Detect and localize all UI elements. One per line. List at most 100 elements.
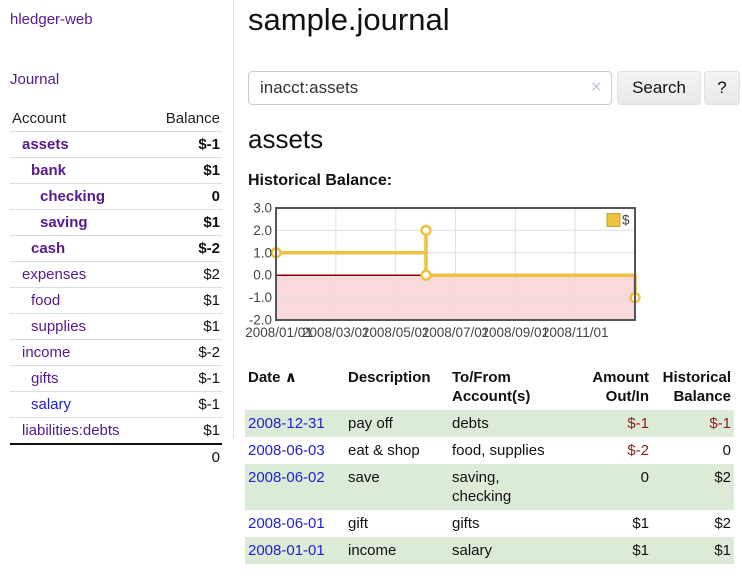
account-row: supplies $1 [10, 313, 222, 340]
svg-text:2008/03/01: 2008/03/01 [302, 325, 370, 340]
transaction-description: income [345, 537, 449, 564]
transaction-accounts: gifts [452, 515, 480, 532]
help-button[interactable]: ? [704, 71, 740, 105]
transaction-amount: 0 [577, 464, 652, 510]
account-link-food[interactable]: food [31, 292, 61, 309]
transaction-accounts: saving, checking [449, 464, 577, 510]
account-balance: $-1 [149, 131, 222, 158]
transaction-row: 2008-01-01 income salary $1 $1 [245, 537, 734, 564]
transaction-balance: $1 [652, 537, 734, 564]
transaction-row: 2008-06-02 save saving, checking 0 $2 [245, 464, 734, 510]
clear-search-icon[interactable]: ✕ [590, 79, 603, 96]
transaction-balance: $-1 [652, 410, 734, 437]
account-balance: 0 [149, 183, 222, 210]
account-row: bank $1 [10, 157, 222, 184]
transaction-balance: $2 [652, 464, 734, 510]
page-title: sample.journal [248, 2, 450, 37]
account-link-cash[interactable]: cash [31, 240, 66, 257]
data-point-markers [270, 224, 641, 304]
svg-text:2008/09/01: 2008/09/01 [482, 325, 550, 340]
transaction-amount: $-2 [627, 442, 649, 459]
account-balance: $1 [149, 209, 222, 236]
account-row: income $-2 [10, 339, 222, 366]
transaction-amount: $1 [577, 537, 652, 564]
svg-text:0.0: 0.0 [253, 268, 272, 283]
transaction-description: save [345, 464, 449, 510]
svg-text:3.0: 3.0 [253, 201, 272, 216]
account-balance: $-1 [149, 365, 222, 392]
account-balance: $2 [149, 261, 222, 288]
svg-text:2008/11/01: 2008/11/01 [542, 325, 609, 340]
sidebar-item-journal[interactable]: Journal [10, 71, 60, 88]
accounts-total-row: 0 [10, 443, 222, 470]
historical-balance-chart: $ 3.0 2.0 1.0 0.0 -1.0 -2.0 2008/01/01 2… [245, 201, 641, 340]
x-axis-labels: 2008/01/01 2008/03/01 2008/05/01 2008/07… [245, 325, 608, 340]
legend-label: $ [622, 213, 630, 228]
transaction-amount: $-1 [577, 410, 652, 437]
account-row: food $1 [10, 287, 222, 314]
transaction-accounts: salary [449, 537, 577, 564]
account-balance: $-2 [149, 339, 222, 366]
account-link-saving[interactable]: saving [40, 214, 88, 231]
transaction-accounts: food, supplies [452, 442, 545, 459]
transaction-row: 2008-06-01 gift gifts $1 $2 [245, 510, 734, 537]
transaction-amount: $1 [632, 515, 649, 532]
chart-legend: $ [606, 213, 630, 228]
search-input[interactable] [248, 71, 612, 105]
svg-text:2008/07/01: 2008/07/01 [422, 325, 490, 340]
account-link-liabilities-debts[interactable]: liabilities:debts [22, 422, 120, 439]
account-heading: assets [248, 124, 324, 154]
account-link-salary[interactable]: salary [31, 396, 72, 413]
account-link-income[interactable]: income [22, 344, 71, 361]
transaction-description: gift [348, 515, 369, 532]
y-axis-labels: 3.0 2.0 1.0 0.0 -1.0 -2.0 [249, 201, 272, 328]
transaction-row: 2008-12-31 pay off debts $-1 $-1 [245, 410, 734, 437]
gridlines [276, 208, 635, 320]
transactions-header-row: Date ∧ Description To/From Account(s) Am… [245, 366, 734, 410]
column-header-date[interactable]: Date ∧ [248, 369, 297, 386]
account-link-checking[interactable]: checking [40, 188, 106, 205]
accounts-header-balance: Balance [165, 110, 220, 127]
account-row: liabilities:debts $1 [10, 417, 222, 444]
account-link-supplies[interactable]: supplies [31, 318, 87, 335]
transaction-date-link[interactable]: 2008-06-01 [248, 515, 325, 532]
account-link-gifts[interactable]: gifts [31, 370, 59, 387]
account-row: expenses $2 [10, 261, 222, 288]
account-row: salary $-1 [10, 391, 222, 418]
svg-text:-2.0: -2.0 [249, 313, 272, 328]
sidebar: hledger-web Journal Account Balance asse… [0, 0, 234, 470]
account-row: assets $-1 [10, 131, 222, 158]
account-balance: $1 [149, 157, 222, 184]
account-link-expenses[interactable]: expenses [22, 266, 87, 283]
sort-ascending-icon: ∧ [284, 369, 297, 386]
transaction-description: eat & shop [348, 442, 420, 459]
transaction-date-link[interactable]: 2008-06-03 [248, 442, 325, 459]
transaction-date-link[interactable]: 2008-12-31 [248, 415, 325, 432]
account-balance: $1 [149, 313, 222, 340]
account-link-assets[interactable]: assets [22, 136, 69, 153]
column-header-balance: Historical Balance [662, 369, 731, 405]
plot-border [275, 207, 636, 321]
transaction-date-link[interactable]: 2008-06-02 [248, 469, 325, 486]
transaction-date-link[interactable]: 2008-01-01 [248, 542, 325, 559]
transaction-description: pay off [345, 410, 449, 437]
transaction-row: 2008-06-03 eat & shop food, supplies $-2… [245, 437, 734, 464]
accounts-header-row: Account Balance [10, 106, 222, 132]
chart-title: Historical Balance: [248, 172, 393, 189]
transactions-table: Date ∧ Description To/From Account(s) Am… [245, 366, 734, 564]
column-header-accounts: To/From Account(s) [452, 369, 531, 405]
account-row: checking 0 [10, 183, 222, 210]
legend-swatch [606, 213, 621, 227]
account-row: gifts $-1 [10, 365, 222, 392]
search-button[interactable]: Search [617, 71, 701, 105]
svg-text:2008/01/01: 2008/01/01 [245, 325, 313, 340]
account-link-bank[interactable]: bank [31, 162, 67, 179]
column-header-amount: Amount Out/In [592, 369, 649, 405]
brand-link[interactable]: hledger-web [10, 11, 93, 28]
accounts-table: Account Balance assets $-1 bank $1 check… [10, 106, 222, 470]
transaction-balance: 0 [722, 442, 731, 459]
account-balance: $-1 [149, 391, 222, 418]
account-row: cash $-2 [10, 235, 222, 262]
svg-text:1.0: 1.0 [253, 245, 272, 260]
account-balance: $-2 [149, 235, 222, 262]
